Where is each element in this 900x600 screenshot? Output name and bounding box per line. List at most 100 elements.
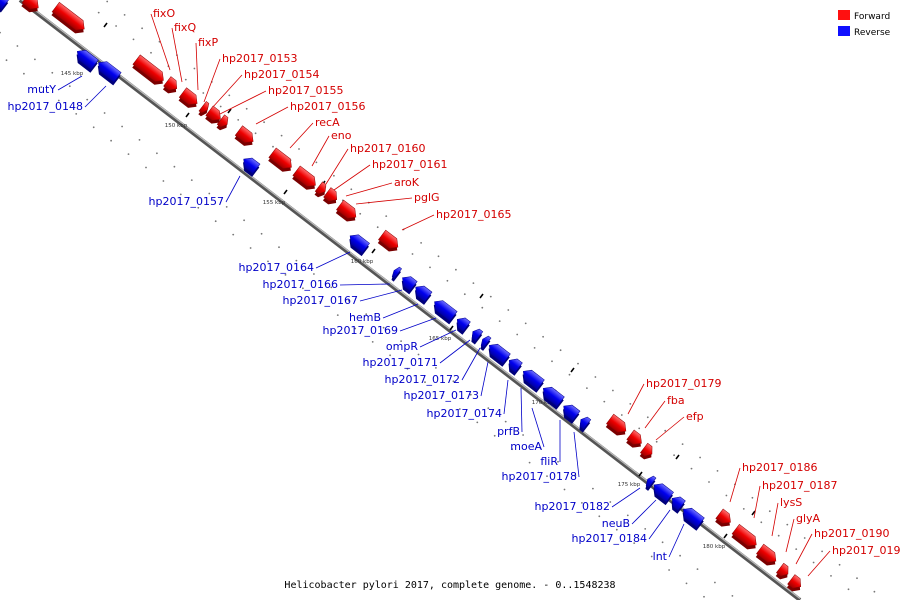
- guide-dot: [681, 443, 684, 445]
- guide-dot: [507, 309, 510, 311]
- reverse-gene-arrow: [488, 343, 511, 367]
- forward-gene-label: fba: [667, 394, 685, 407]
- gene-arrows: [0, 0, 802, 592]
- reverse-gene-arrow: [542, 386, 565, 410]
- reverse-gene-label: prfB: [497, 425, 520, 438]
- guide-dot: [504, 420, 507, 423]
- forward-gene-label: aroK: [394, 176, 420, 189]
- guide-dot: [228, 94, 231, 97]
- legend: Forward Reverse: [838, 10, 891, 38]
- guide-dot: [97, 11, 100, 14]
- guide-dot: [731, 595, 734, 597]
- reverse-gene-arrow: [243, 157, 261, 177]
- reverse-gene-label: hp2017_0174: [427, 407, 502, 420]
- guide-dot: [629, 403, 632, 405]
- forward-leader-line: [627, 383, 645, 415]
- guide-dot: [435, 367, 437, 369]
- reverse-gene-arrow: [671, 496, 686, 514]
- forward-leader-line: [355, 197, 413, 205]
- forward-gene-arrow: [51, 1, 85, 34]
- guide-dot: [333, 174, 335, 177]
- label-leader-lines: [57, 13, 831, 577]
- guide-dot: [594, 376, 597, 378]
- forward-leader-line: [311, 135, 330, 167]
- guide-dot: [0, 31, 1, 34]
- reverse-leader-line: [520, 387, 523, 433]
- guide-dot: [830, 575, 832, 577]
- guide-dot: [609, 501, 612, 503]
- reverse-gene-arrow: [76, 49, 99, 73]
- forward-gene-label: efp: [686, 410, 704, 423]
- forward-gene-label: hp2017_0187: [762, 479, 837, 492]
- reverse-gene-label: hp2017_0184: [572, 532, 647, 545]
- guide-dot: [5, 59, 8, 62]
- guide-dot: [821, 550, 823, 553]
- guide-dot: [511, 448, 514, 451]
- guide-dot: [232, 233, 235, 236]
- guide-dot: [838, 563, 841, 566]
- forward-gene-label: hp2017_0179: [646, 377, 721, 390]
- guide-dot: [655, 440, 658, 443]
- guide-dot: [638, 427, 641, 430]
- guide-dot: [40, 86, 43, 88]
- guide-dot: [57, 99, 60, 102]
- guide-dot: [219, 105, 222, 108]
- reverse-leader-line: [631, 499, 657, 525]
- guide-dot: [75, 113, 78, 115]
- guide-dot: [690, 467, 693, 470]
- guide-dot: [581, 502, 583, 504]
- guide-dot: [173, 165, 176, 168]
- guide-dot: [615, 528, 618, 531]
- guide-dot: [626, 514, 629, 517]
- forward-leader-line: [795, 533, 813, 565]
- guide-dot: [365, 313, 368, 316]
- reverse-gene-arrow: [682, 507, 705, 531]
- guide-dot: [644, 528, 647, 530]
- forward-gene-label: hp2017_0161: [372, 158, 447, 171]
- guide-dot: [150, 51, 152, 54]
- guide-dot: [586, 387, 588, 389]
- guide-dot: [420, 242, 422, 244]
- forward-leader-line: [729, 467, 741, 503]
- guide-dot: [295, 259, 298, 262]
- forward-gene-arrow: [21, 0, 39, 13]
- forward-leader-line: [195, 42, 199, 91]
- guide-dot: [103, 112, 106, 114]
- guide-dot: [156, 152, 158, 155]
- reverse-leader-line: [315, 251, 351, 269]
- guide-dot: [376, 226, 379, 229]
- guide-dot: [51, 71, 54, 74]
- reverse-gene-label: lnt: [653, 550, 668, 563]
- forward-gene-label: glyA: [796, 512, 821, 525]
- guide-dot: [469, 393, 472, 396]
- guide-dot: [437, 255, 440, 258]
- guide-dot: [190, 179, 193, 182]
- guide-dot: [559, 349, 562, 352]
- forward-gene-label: eno: [331, 129, 352, 142]
- tick-mark: [371, 248, 376, 254]
- tick-mark: [675, 454, 680, 460]
- guide-dot: [267, 260, 269, 263]
- guide-dot: [598, 515, 601, 518]
- tick-mark: [638, 471, 643, 477]
- reverse-gene-label: hp2017_0167: [283, 294, 358, 307]
- guide-dot: [563, 488, 566, 491]
- guide-dot: [463, 293, 466, 296]
- reverse-gene-arrow: [645, 475, 657, 491]
- guide-dot: [245, 107, 248, 110]
- reverse-gene-label: moeA: [510, 440, 542, 453]
- guide-dot: [260, 232, 263, 235]
- guide-dot: [673, 454, 675, 457]
- forward-gene-arrow: [377, 229, 399, 252]
- guide-dot: [237, 119, 240, 121]
- forward-gene-arrow: [605, 413, 627, 436]
- reverse-leader-line: [668, 523, 685, 558]
- guide-dot: [145, 166, 147, 169]
- guide-dot: [92, 126, 95, 129]
- guide-dot: [760, 521, 763, 524]
- guide-dot: [498, 320, 501, 322]
- tick-label: 170 kbp: [532, 400, 555, 406]
- reverse-leader-line: [225, 175, 241, 203]
